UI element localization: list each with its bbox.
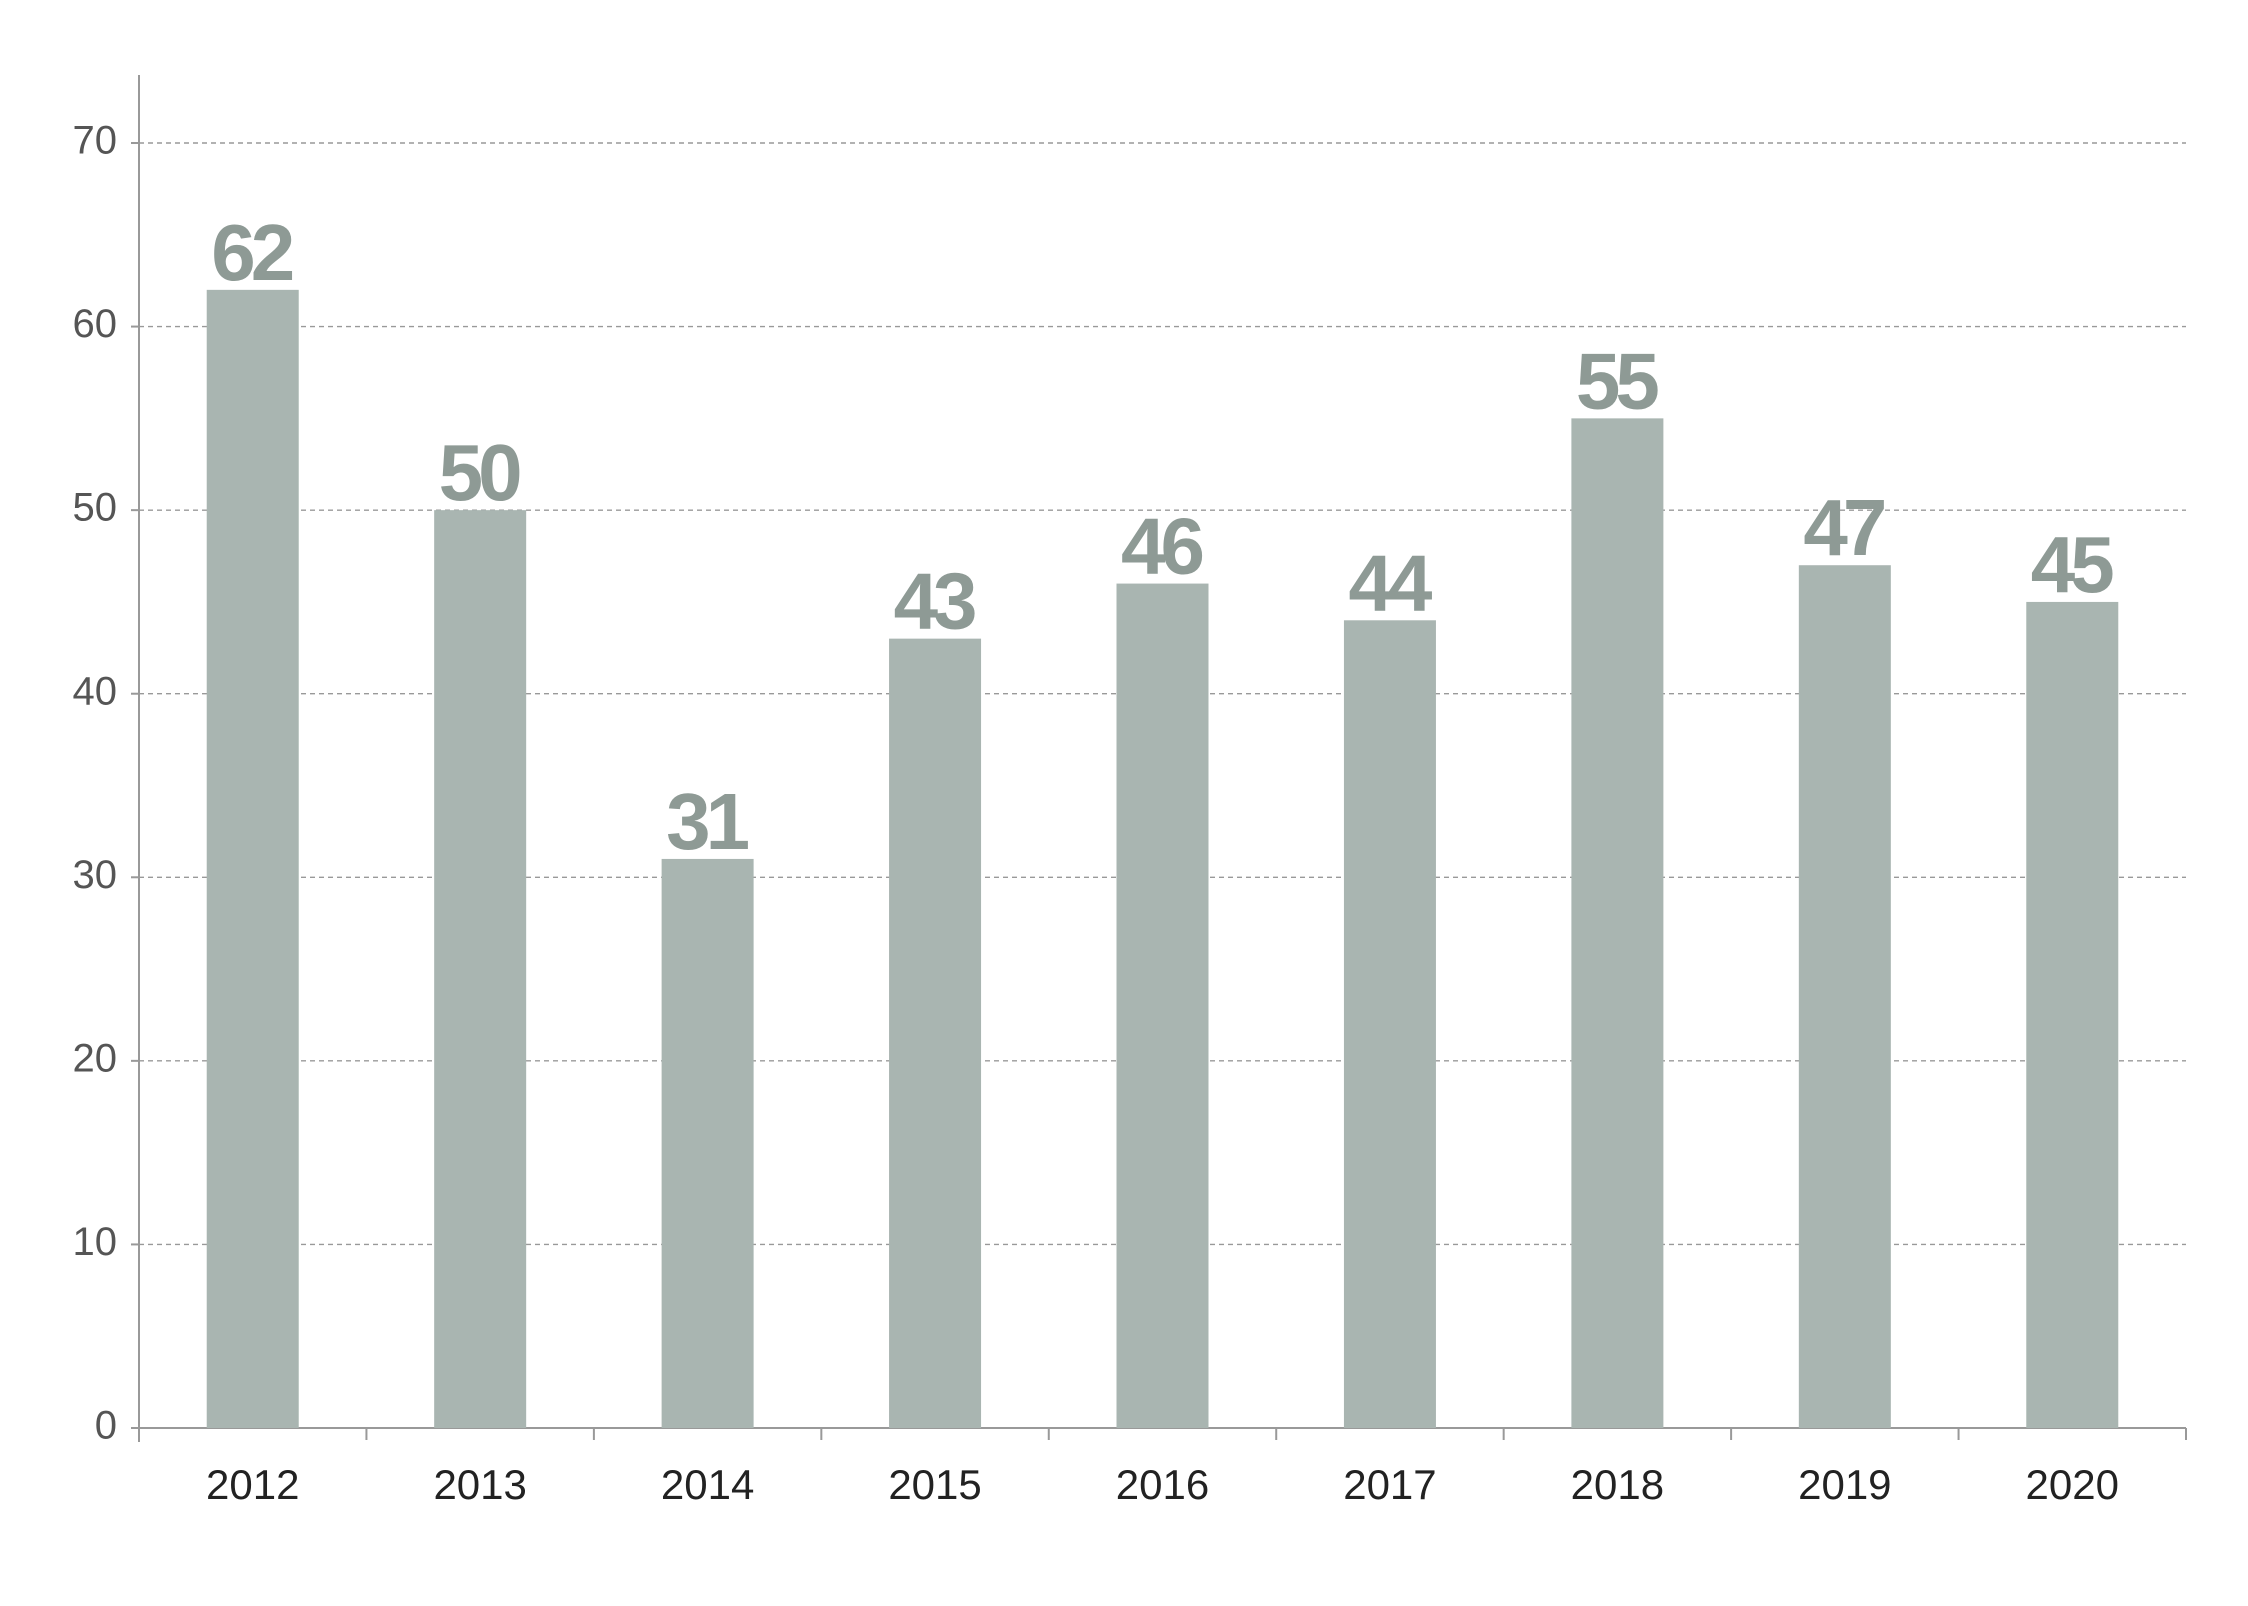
x-tick-label: 2012 xyxy=(206,1461,299,1508)
y-tick-label: 70 xyxy=(73,119,118,163)
x-tick-label: 2020 xyxy=(2026,1461,2119,1508)
value-label: 31 xyxy=(666,777,748,866)
value-label: 43 xyxy=(894,557,975,646)
x-tick-label: 2017 xyxy=(1343,1461,1436,1508)
bar xyxy=(1116,583,1209,1428)
value-label: 62 xyxy=(211,208,292,297)
y-tick-label: 50 xyxy=(73,486,118,530)
bar xyxy=(1343,620,1436,1428)
y-tick-label: 0 xyxy=(95,1404,117,1448)
x-tick-label: 2013 xyxy=(433,1461,526,1508)
value-label: 45 xyxy=(2031,520,2113,609)
x-tick-label: 2019 xyxy=(1798,1461,1891,1508)
bar xyxy=(1798,565,1891,1428)
bar xyxy=(434,510,527,1429)
value-label: 55 xyxy=(1576,336,1658,425)
y-tick-label: 30 xyxy=(73,853,118,897)
y-tick-label: 20 xyxy=(73,1036,118,1080)
x-tick-label: 2015 xyxy=(888,1461,981,1508)
y-tick-label: 60 xyxy=(73,302,118,346)
bar xyxy=(661,858,754,1428)
value-label: 44 xyxy=(1348,538,1432,627)
bar xyxy=(2026,601,2119,1428)
y-tick-label: 10 xyxy=(73,1220,118,1264)
x-tick-label: 2016 xyxy=(1116,1461,1209,1508)
x-tick-label: 2014 xyxy=(661,1461,754,1508)
value-label: 46 xyxy=(1121,502,1202,591)
bar xyxy=(206,289,299,1428)
bar xyxy=(889,638,982,1428)
x-tick-label: 2018 xyxy=(1571,1461,1664,1508)
value-label: 50 xyxy=(439,428,520,517)
y-tick-label: 40 xyxy=(73,669,118,713)
bar xyxy=(1571,418,1664,1428)
value-label: 47 xyxy=(1803,483,1883,572)
